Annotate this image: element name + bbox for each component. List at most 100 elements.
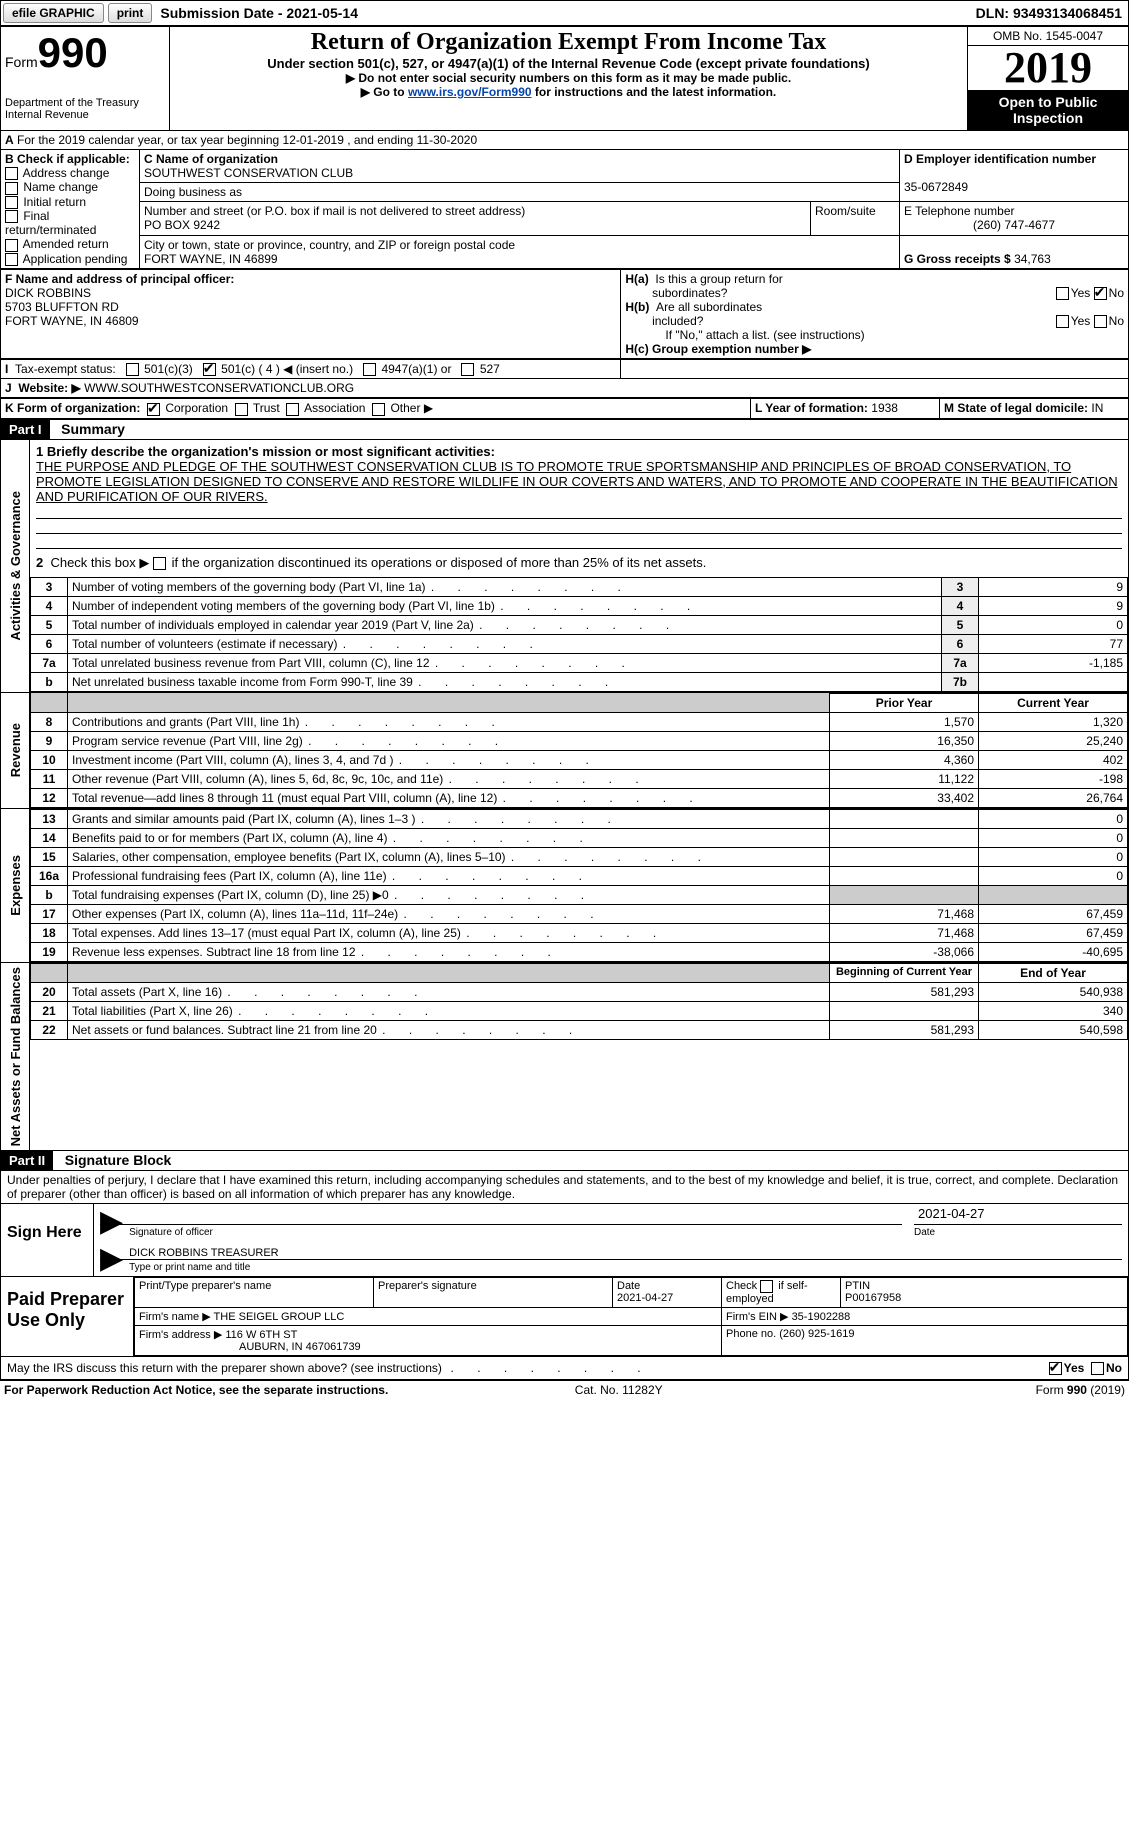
sidebar-rev: Revenue — [6, 719, 25, 781]
no-label: No — [1109, 286, 1124, 300]
org-city: FORT WAYNE, IN 46899 — [144, 252, 278, 266]
line-row: 8Contributions and grants (Part VIII, li… — [31, 712, 1128, 731]
trust-checkbox[interactable] — [235, 403, 248, 416]
may-irs-text: May the IRS discuss this return with the… — [7, 1361, 442, 1375]
boxb-checkbox[interactable] — [5, 210, 18, 223]
line-row: 19Revenue less expenses. Subtract line 1… — [31, 942, 1128, 961]
begin-year-hdr: Beginning of Current Year — [830, 963, 979, 982]
opt-corp: Corporation — [165, 401, 228, 415]
firm-addr1: 116 W 6TH ST — [225, 1329, 297, 1341]
officer-addr2: FORT WAYNE, IN 46809 — [5, 314, 139, 328]
firm-addr2: AUBURN, IN 467061739 — [139, 1341, 361, 1353]
mission-label: 1 Briefly describe the organization's mi… — [36, 444, 495, 459]
officer-name: DICK ROBBINS — [5, 286, 91, 300]
year-formation: 1938 — [871, 401, 898, 415]
sig-date-label: Date — [908, 1227, 1128, 1238]
website-label: Website: ▶ — [18, 381, 80, 395]
form-note2: ▶ Go to www.irs.gov/Form990 for instruct… — [174, 85, 963, 99]
irs-yes-checkbox[interactable] — [1049, 1362, 1062, 1375]
ha-no-checkbox[interactable] — [1094, 287, 1107, 300]
prep-sig-label: Preparer's signature — [374, 1278, 613, 1308]
corp-checkbox[interactable] — [147, 403, 160, 416]
self-employed-label: Check if self-employed — [726, 1280, 808, 1305]
form-note1: ▶ Do not enter social security numbers o… — [174, 71, 963, 85]
line2-checkbox[interactable] — [153, 557, 166, 570]
boxb-checkbox[interactable] — [5, 196, 18, 209]
footer-mid: Cat. No. 11282Y — [575, 1383, 663, 1397]
goto-pre: ▶ Go to — [361, 85, 408, 99]
line-row: 10Investment income (Part VIII, column (… — [31, 750, 1128, 769]
527-checkbox[interactable] — [461, 363, 474, 376]
section-revenue: Revenue Prior Year Current Year 8Contrib… — [0, 693, 1129, 809]
boxb-checkbox[interactable] — [5, 239, 18, 252]
section-net-assets: Net Assets or Fund Balances Beginning of… — [0, 963, 1129, 1151]
line-row: 6Total number of volunteers (estimate if… — [31, 634, 1128, 653]
hb-no-checkbox[interactable] — [1094, 315, 1107, 328]
line-row: bNet unrelated business taxable income f… — [31, 672, 1128, 691]
gross-receipts: 34,763 — [1014, 252, 1051, 266]
may-irs-row: May the IRS discuss this return with the… — [0, 1357, 1129, 1380]
form-subtitle: Under section 501(c), 527, or 4947(a)(1)… — [174, 56, 963, 71]
dept-irs: Internal Revenue — [5, 109, 165, 121]
form-label: Form — [5, 54, 38, 70]
box-g-label: G Gross receipts $ — [904, 252, 1011, 266]
line-row: 15Salaries, other compensation, employee… — [31, 847, 1128, 866]
opt-trust: Trust — [253, 401, 280, 415]
line-row: 22Net assets or fund balances. Subtract … — [31, 1020, 1128, 1039]
dba-label: Doing business as — [144, 185, 242, 199]
firm-name: THE SEIGEL GROUP LLC — [214, 1311, 345, 1323]
org-name: SOUTHWEST CONSERVATION CLUB — [144, 166, 353, 180]
sidebar-exp: Expenses — [6, 851, 25, 920]
tax-year-range: For the 2019 calendar year, or tax year … — [17, 133, 477, 147]
line-row: 4Number of independent voting members of… — [31, 596, 1128, 615]
firm-phone-label: Phone no. — [726, 1328, 776, 1340]
sidebar-ag: Activities & Governance — [6, 487, 25, 645]
end-year-hdr: End of Year — [979, 963, 1128, 982]
line-row: 12Total revenue—add lines 8 through 11 (… — [31, 788, 1128, 807]
footer-left: For Paperwork Reduction Act Notice, see … — [4, 1383, 388, 1397]
opt-527: 527 — [480, 362, 500, 376]
form-org-label: K Form of organization: — [5, 401, 140, 415]
print-button[interactable]: print — [108, 3, 153, 23]
yes-label: Yes — [1071, 286, 1091, 300]
paid-preparer-label: Paid Preparer Use Only — [1, 1277, 134, 1356]
section-klm: K Form of organization: Corporation Trus… — [0, 398, 1129, 418]
line-row: 9Program service revenue (Part VIII, lin… — [31, 731, 1128, 750]
part1-tag: Part I — [1, 420, 50, 439]
boxb-item: Address change — [5, 166, 135, 180]
line-row: 3Number of voting members of the governi… — [31, 577, 1128, 596]
ptin-label: PTIN — [845, 1280, 870, 1292]
irs-no-checkbox[interactable] — [1091, 1362, 1104, 1375]
room-label: Room/suite — [815, 204, 876, 218]
box-e-label: E Telephone number — [904, 204, 1015, 218]
opt-assoc: Association — [304, 401, 365, 415]
self-employed-checkbox[interactable] — [760, 1280, 773, 1293]
box-d-label: D Employer identification number — [904, 152, 1096, 166]
header-table: Form990 Department of the Treasury Inter… — [0, 26, 1129, 131]
addr-label: Number and street (or P.O. box if mail i… — [144, 204, 525, 218]
city-label: City or town, state or province, country… — [144, 238, 515, 252]
line-row: 16aProfessional fundraising fees (Part I… — [31, 866, 1128, 885]
501c3-checkbox[interactable] — [126, 363, 139, 376]
sign-here-section: Sign Here ▶ Signature of officer 2021-04… — [0, 1204, 1129, 1277]
boxb-checkbox[interactable] — [5, 167, 18, 180]
boxb-item: Name change — [5, 180, 135, 194]
other-checkbox[interactable] — [372, 403, 385, 416]
form-number: Form990 — [5, 29, 165, 77]
assoc-checkbox[interactable] — [286, 403, 299, 416]
hb-yes-checkbox[interactable] — [1056, 315, 1069, 328]
4947-checkbox[interactable] — [363, 363, 376, 376]
declaration: Under penalties of perjury, I declare th… — [0, 1171, 1129, 1204]
firm-addr-label: Firm's address ▶ — [139, 1329, 222, 1341]
current-year-hdr: Current Year — [979, 693, 1128, 712]
ha-yes-checkbox[interactable] — [1056, 287, 1069, 300]
sig-date-val: 2021-04-27 — [918, 1206, 985, 1221]
boxb-checkbox[interactable] — [5, 253, 18, 266]
irs-link[interactable]: www.irs.gov/Form990 — [408, 85, 532, 99]
line2-text: if the organization discontinued its ope… — [172, 555, 707, 570]
section-expenses: Expenses 13Grants and similar amounts pa… — [0, 809, 1129, 963]
boxb-checkbox[interactable] — [5, 182, 18, 195]
501c-checkbox[interactable] — [203, 363, 216, 376]
website-url: WWW.SOUTHWESTCONSERVATIONCLUB.ORG — [84, 381, 354, 395]
sidebar-net: Net Assets or Fund Balances — [6, 963, 25, 1150]
